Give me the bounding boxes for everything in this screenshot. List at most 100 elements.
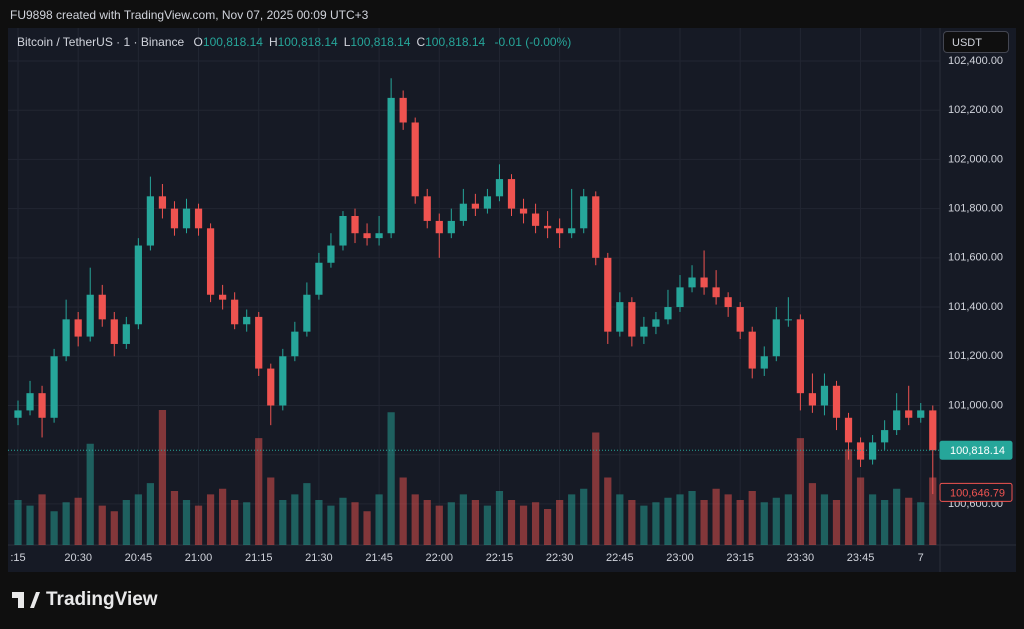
x-tick-label: 7 bbox=[918, 552, 924, 564]
candle-body bbox=[676, 287, 684, 308]
ohlc-value: 100,818.14 bbox=[277, 35, 338, 49]
volume-bar bbox=[881, 500, 889, 545]
candle-body bbox=[808, 393, 817, 406]
candle-body bbox=[62, 319, 70, 357]
candle-body bbox=[772, 319, 780, 357]
volume-bar bbox=[327, 505, 335, 545]
currency-button[interactable]: USDT bbox=[943, 31, 1009, 53]
volume-bar bbox=[303, 483, 311, 545]
ohlc-value: 100,818.14 bbox=[202, 35, 263, 49]
volume-bar bbox=[447, 502, 455, 545]
candle-body bbox=[592, 196, 600, 258]
candle-body bbox=[134, 245, 142, 325]
ohlc-value: 100,818.14 bbox=[425, 35, 486, 49]
ohlc: O100,818.14 H100,818.14 L100,818.14 C100,81… bbox=[188, 35, 486, 49]
brand-logo bbox=[12, 592, 40, 608]
candle-body bbox=[50, 356, 58, 418]
volume-bar bbox=[700, 500, 708, 545]
volume-bar bbox=[411, 494, 419, 545]
candle-body bbox=[267, 368, 275, 406]
candle-body bbox=[194, 208, 203, 229]
candle-body bbox=[339, 216, 347, 246]
candle-body bbox=[375, 233, 383, 239]
candle-body bbox=[820, 385, 829, 406]
volume-bar bbox=[459, 494, 467, 545]
volume-bar bbox=[917, 502, 925, 545]
legend: Bitcoin / TetherUS · 1 · Binance O100,81… bbox=[17, 35, 571, 49]
y-tick-label: 101,400.00 bbox=[948, 301, 1003, 313]
candle-body bbox=[495, 179, 504, 197]
candle-body bbox=[158, 196, 167, 209]
x-tick-label: 23:15 bbox=[726, 552, 754, 564]
volume-bar bbox=[495, 491, 504, 545]
ohlc-key: O bbox=[193, 35, 203, 49]
candle-body bbox=[146, 196, 155, 246]
x-tick-label: 20:30 bbox=[64, 552, 92, 564]
volume-bar bbox=[676, 494, 684, 545]
volume-bar bbox=[724, 494, 732, 545]
symbol: Bitcoin / TetherUS · 1 · Binance bbox=[17, 35, 185, 49]
volume-bar bbox=[267, 477, 275, 545]
candle-body bbox=[315, 262, 323, 295]
volume-bar bbox=[868, 494, 877, 545]
brand: TradingView bbox=[12, 589, 158, 611]
brand-name: TradingView bbox=[46, 589, 158, 610]
volume-bar bbox=[219, 488, 227, 545]
volume-bar bbox=[784, 494, 792, 545]
candle-body bbox=[255, 316, 263, 369]
y-tick-label: 101,000.00 bbox=[948, 399, 1003, 411]
candle-body bbox=[471, 203, 479, 209]
volume-bar bbox=[62, 502, 70, 545]
volume-bar bbox=[194, 505, 203, 545]
volume-bar bbox=[796, 438, 804, 545]
volume-bar bbox=[471, 500, 479, 545]
volume-bar bbox=[170, 491, 179, 545]
volume-bar bbox=[580, 488, 588, 545]
candle-body bbox=[712, 287, 720, 298]
candle-body bbox=[327, 245, 335, 263]
candle-layer bbox=[14, 78, 937, 495]
candle-body bbox=[351, 216, 359, 234]
price-tag bbox=[939, 482, 1013, 502]
volume-bar bbox=[483, 505, 492, 545]
x-tick-label: 22:00 bbox=[426, 552, 454, 564]
volume-bar bbox=[820, 494, 829, 545]
x-tick-label: 22:45 bbox=[606, 552, 634, 564]
volume-bar bbox=[86, 443, 94, 545]
candle-body bbox=[736, 307, 744, 332]
candle-body bbox=[652, 319, 660, 327]
candle-body bbox=[868, 442, 877, 460]
header: FU9898 created with TradingView.com, Nov… bbox=[10, 8, 369, 22]
volume-bar bbox=[712, 488, 720, 545]
volume-bar bbox=[688, 491, 696, 545]
volume-bar bbox=[664, 497, 672, 545]
volume-bar bbox=[243, 502, 251, 545]
price-tag-label: 100,646.79 bbox=[950, 487, 1005, 499]
candle-body bbox=[688, 277, 696, 288]
candle-body bbox=[122, 324, 130, 344]
volume-bar bbox=[255, 438, 263, 545]
candle-body bbox=[399, 97, 407, 123]
volume-bar bbox=[158, 410, 167, 545]
candle-body bbox=[14, 410, 22, 418]
y-tick-label: 101,800.00 bbox=[948, 203, 1003, 215]
candle-body bbox=[387, 97, 395, 234]
candle-body bbox=[832, 385, 841, 418]
volume-bar bbox=[182, 500, 191, 545]
candle-body bbox=[423, 196, 431, 221]
volume-bar bbox=[616, 494, 624, 545]
candle-body bbox=[38, 393, 46, 418]
ohlc-value: 100,818.14 bbox=[350, 35, 411, 49]
candle-body bbox=[483, 196, 492, 209]
volume-bar bbox=[556, 500, 564, 545]
x-tick-label: 22:15 bbox=[486, 552, 514, 564]
candle-body bbox=[700, 277, 708, 288]
candle-body bbox=[664, 307, 672, 320]
candle-body bbox=[231, 299, 239, 325]
candle-body bbox=[724, 297, 732, 308]
candle-body bbox=[519, 208, 528, 214]
volume-bar bbox=[808, 483, 817, 545]
candle-body bbox=[86, 294, 94, 337]
